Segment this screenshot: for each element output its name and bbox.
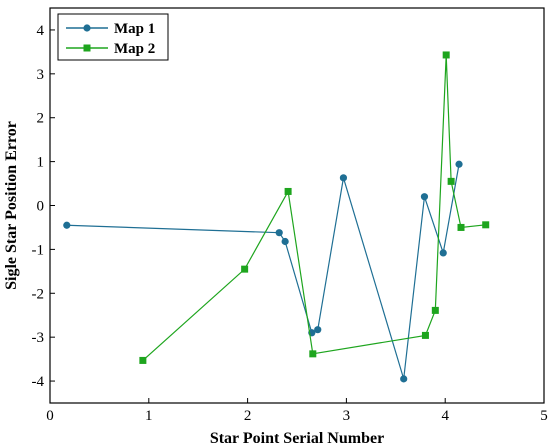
legend-entry: Map 1 [66, 21, 155, 37]
data-point [457, 223, 465, 231]
legend-marker [83, 24, 91, 32]
series-layer [63, 51, 490, 383]
data-point [314, 326, 322, 334]
y-tick-label: -3 [32, 330, 45, 346]
y-axis-ticks: -4 -3 -2 -1 0 1 2 3 4 [32, 23, 55, 390]
data-point [339, 174, 348, 182]
data-point [139, 356, 147, 364]
data-point [442, 51, 450, 59]
data-point [420, 193, 429, 201]
y-tick-label: -1 [32, 242, 45, 258]
legend-label: Map 1 [114, 21, 155, 37]
series-line [66, 164, 460, 380]
y-axis-title: Sigle Star Position Error [3, 121, 20, 290]
x-tick-label: 5 [540, 408, 548, 424]
y-tick-label: 3 [37, 67, 45, 83]
data-point [439, 249, 447, 257]
y-tick-label: 1 [37, 155, 45, 171]
data-point [281, 237, 289, 246]
x-tick-label: 2 [244, 408, 252, 424]
series-line [142, 54, 486, 361]
x-tick-label: 0 [46, 408, 54, 424]
series-1 [63, 160, 463, 383]
data-point [447, 177, 455, 185]
y-tick-label: 0 [37, 199, 45, 215]
y-tick-label: -4 [32, 374, 45, 390]
y-tick-label: -2 [32, 286, 45, 302]
legend: Map 1 Map 2 [57, 13, 169, 61]
data-point [482, 221, 490, 229]
y-tick-label: 4 [37, 23, 45, 39]
data-point [63, 221, 71, 229]
data-point [455, 160, 463, 168]
data-point [421, 331, 429, 339]
legend-label: Map 2 [114, 41, 155, 57]
x-axis-ticks: 0 1 2 3 4 5 [46, 398, 548, 424]
data-point [241, 265, 249, 273]
legend-marker [83, 44, 91, 52]
data-point [400, 375, 408, 383]
data-point [275, 229, 283, 237]
legend-entry: Map 2 [66, 41, 155, 57]
x-axis-title: Star Point Serial Number [210, 430, 384, 447]
x-tick-label: 1 [145, 408, 153, 424]
x-tick-label: 3 [343, 408, 351, 424]
series-2 [139, 51, 490, 364]
data-point [431, 306, 439, 314]
y-tick-label: 2 [37, 111, 45, 127]
data-point [284, 187, 292, 195]
data-point [309, 350, 317, 358]
plot-area-frame [49, 7, 545, 404]
x-tick-label: 4 [441, 408, 449, 424]
legend-box [57, 13, 169, 61]
